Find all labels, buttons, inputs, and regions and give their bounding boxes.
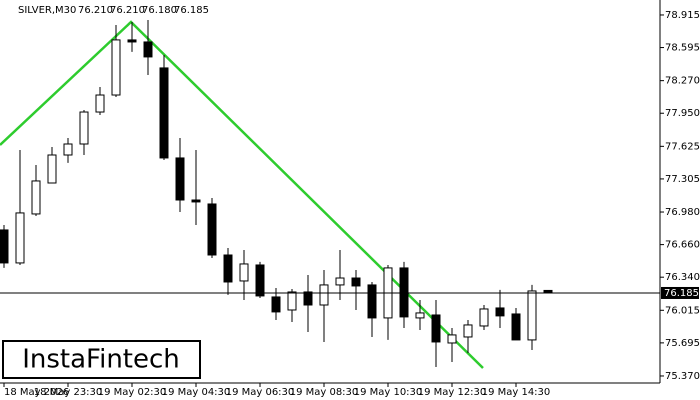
quote-open: 76.210 [78, 5, 113, 16]
x-tick-label: 18 May 2026 [4, 387, 69, 398]
candle-body [495, 307, 505, 317]
x-tick-label: 19 May 02:30 [98, 387, 167, 398]
x-tick-label: 19 May 10:30 [354, 387, 423, 398]
candle-body [159, 67, 169, 159]
candle-body [287, 291, 297, 311]
candle-body [127, 39, 137, 43]
y-tick-label: 78.915 [665, 10, 700, 21]
y-tick-label: 76.660 [665, 240, 700, 251]
logo-box [2, 340, 201, 379]
candle-body [95, 94, 105, 113]
quote-close: 76.185 [174, 5, 209, 16]
candle-body [335, 277, 345, 286]
candle-body [479, 308, 489, 327]
candle-body [351, 277, 361, 287]
candle-body [63, 143, 73, 156]
candle-body [527, 290, 537, 341]
y-tick-label: 75.370 [665, 371, 700, 382]
candle-body [399, 267, 409, 318]
candle-body [143, 41, 153, 58]
y-tick-label: 76.015 [665, 305, 700, 316]
x-tick-label: 19 May 06:30 [226, 387, 295, 398]
candle-body [447, 334, 457, 344]
quote-high: 76.210 [110, 5, 145, 16]
candle-body [271, 296, 281, 313]
pattern-line [0, 20, 484, 369]
x-tick-label: 18 May 23:30 [34, 387, 103, 398]
candle-body [303, 291, 313, 306]
y-tick-label: 76.340 [665, 272, 700, 283]
candle-body [511, 313, 521, 341]
candle-body [15, 212, 25, 264]
x-tick-label: 19 May 14:30 [482, 387, 551, 398]
x-tick-label: 19 May 08:30 [290, 387, 359, 398]
y-tick-label: 78.270 [665, 76, 700, 87]
x-tick-label: 19 May 12:30 [418, 387, 487, 398]
y-tick-label: 76.980 [665, 207, 700, 218]
y-tick-label: 78.595 [665, 43, 700, 54]
y-tick-label: 77.305 [665, 174, 700, 185]
candle-body [111, 39, 121, 96]
logo: InstaFintech [22, 345, 180, 375]
quote-low: 76.180 [142, 5, 177, 16]
candle-body [175, 157, 185, 201]
candle-body [31, 180, 41, 215]
candle-body [319, 284, 329, 306]
current-price-label: 76.185 [664, 288, 699, 299]
candle-body [431, 314, 441, 343]
y-tick-label: 77.950 [665, 108, 700, 119]
candle-body [255, 264, 265, 297]
x-tick-label: 19 May 04:30 [162, 387, 231, 398]
y-tick-label: 75.695 [665, 338, 700, 349]
current-price-box [661, 286, 699, 299]
candle-body [223, 254, 233, 283]
candle-body [463, 324, 473, 338]
candle-body [207, 203, 217, 256]
candle-body [367, 284, 377, 319]
candle-body [79, 111, 89, 145]
candle-body [47, 154, 57, 184]
candle-body [191, 199, 201, 203]
header: SILVER,M30 76.210 76.210 76.180 76.185 [18, 5, 209, 16]
candle-body [415, 312, 425, 319]
candle-body [0, 229, 9, 264]
y-tick-label: 77.625 [665, 141, 700, 152]
symbol: SILVER,M30 [18, 5, 76, 16]
candle-body [239, 263, 249, 282]
